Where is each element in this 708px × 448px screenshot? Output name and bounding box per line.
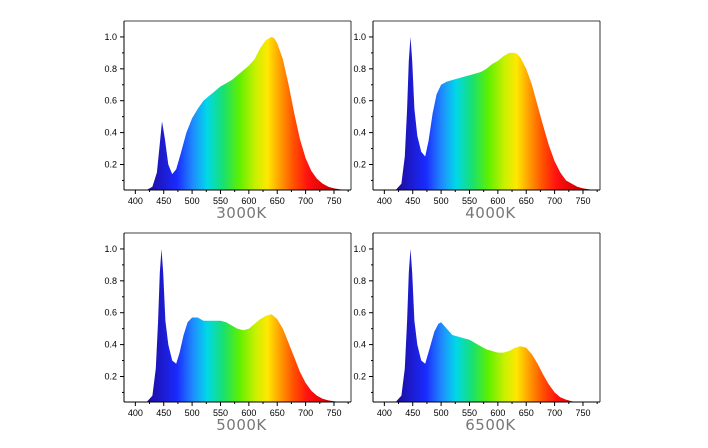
x-tick-label: 400 [128,196,143,206]
y-tick-label: 0.4 [353,128,366,138]
x-tick-label: 550 [462,196,477,206]
x-tick-label: 750 [575,196,590,206]
x-tick-label: 450 [156,196,171,206]
spectrum-panel: 400 450 500 550 600 650 700 750 0.2 0.4 0.6 0.8 1.0 3… [104,20,352,222]
panel-title: 5000K [216,416,267,434]
x-tick-label: 750 [575,408,590,418]
y-tick-label: 1.0 [104,244,117,254]
y-tick-label: 1.0 [353,244,366,254]
spectrum-panel: 400 450 500 550 600 650 700 750 0.2 0.4 0.6 0.8 1.0 4… [353,20,601,222]
spectrum-area [146,248,346,402]
x-tick-label: 600 [241,196,256,206]
y-tick-label: 0.8 [353,64,366,74]
x-tick-label: 750 [326,196,341,206]
y-tick-label: 0.2 [104,371,117,381]
panel-title: 4000K [465,204,516,222]
x-tick-label: 500 [185,408,200,418]
x-tick-label: 400 [377,408,392,418]
x-tick-label: 450 [405,196,420,206]
x-tick-label: 550 [213,408,228,418]
y-tick-label: 0.8 [104,64,117,74]
y-tick-label: 0.4 [104,340,117,350]
x-tick-label: 550 [462,408,477,418]
x-tick-label: 500 [434,196,449,206]
y-tick-label: 0.8 [104,276,117,286]
x-tick-label: 700 [547,408,562,418]
y-tick-label: 0.8 [353,276,366,286]
y-tick-label: 0.6 [104,308,117,318]
y-tick-label: 0.4 [104,128,117,138]
x-tick-label: 650 [270,408,285,418]
y-tick-label: 1.0 [353,32,366,42]
x-tick-label: 550 [213,196,228,206]
spectrum-panel: 400 450 500 550 600 650 700 750 0.2 0.4 0.6 0.8 1.0 5… [104,232,352,434]
x-tick-label: 600 [490,196,505,206]
panel-title: 6500K [465,416,516,434]
x-tick-label: 600 [490,408,505,418]
x-tick-label: 400 [377,196,392,206]
x-tick-label: 750 [326,408,341,418]
x-tick-label: 650 [519,196,534,206]
y-tick-label: 0.6 [104,96,117,106]
y-tick-label: 0.2 [104,159,117,169]
spectrum-area [146,36,346,191]
y-tick-label: 0.6 [353,96,366,106]
x-tick-label: 650 [270,196,285,206]
spectrum-area [395,36,595,191]
x-tick-label: 500 [434,408,449,418]
y-tick-label: 1.0 [104,32,117,42]
spectrum-area [395,248,595,402]
x-tick-label: 650 [519,408,534,418]
x-tick-label: 600 [241,408,256,418]
y-tick-label: 0.2 [353,371,366,381]
x-tick-label: 450 [405,408,420,418]
panel-title: 3000K [216,204,267,222]
x-tick-label: 450 [156,408,171,418]
spectrum-panel: 400 450 500 550 600 650 700 750 0.2 0.4 0.6 0.8 1.0 6… [353,232,601,434]
x-tick-label: 700 [547,196,562,206]
y-tick-label: 0.2 [353,159,366,169]
x-tick-label: 700 [298,408,313,418]
y-tick-label: 0.6 [353,308,366,318]
x-tick-label: 400 [128,408,143,418]
x-tick-label: 700 [298,196,313,206]
y-tick-label: 0.4 [353,340,366,350]
x-tick-label: 500 [185,196,200,206]
